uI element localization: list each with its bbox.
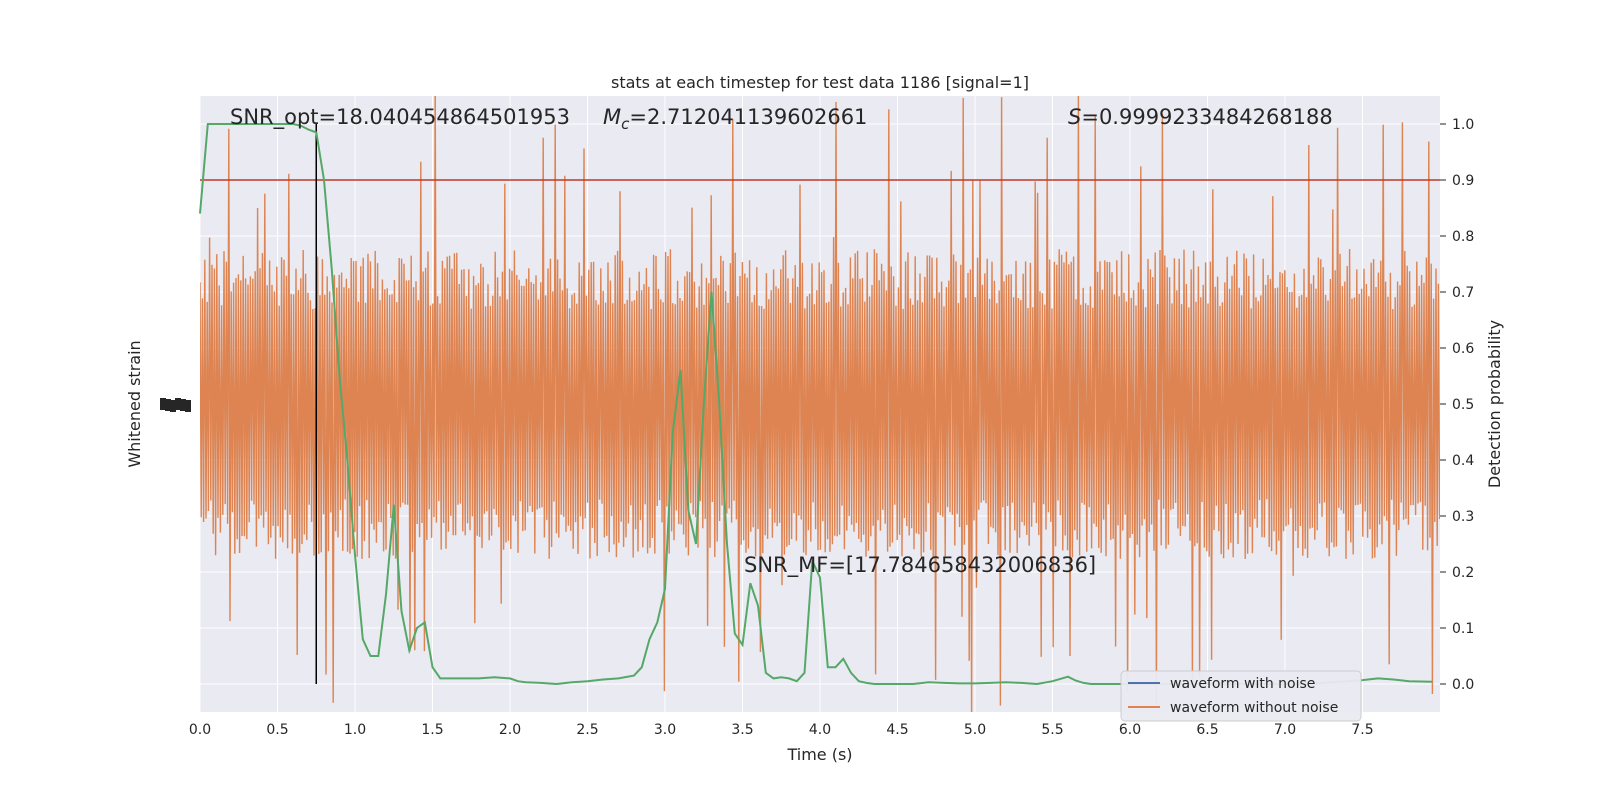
legend: waveform with noise waveform without noi… (1120, 670, 1362, 722)
left-axis-ticks (160, 398, 191, 412)
right-tick-label-10: 1.0 (1452, 117, 1474, 133)
right-tick-label-6: 0.6 (1452, 341, 1474, 357)
chirp-mass-symbol: M (603, 105, 621, 129)
snr-mf-annotation: SNR_MF=[17.784658432006836] (744, 553, 1096, 578)
right-tick-label-2: 0.2 (1452, 565, 1474, 581)
right-tick-label-3: 0.3 (1452, 509, 1474, 525)
right-axis-label: Detection probability (1485, 320, 1504, 488)
x-tick-label-0: 0.0 (189, 722, 211, 738)
legend-box (1120, 670, 1362, 722)
x-tick-label-9: 4.5 (886, 722, 908, 738)
left-tick-mark-0 (160, 398, 166, 410)
x-tick-label-7: 3.5 (731, 722, 753, 738)
legend-label-without-noise: waveform without noise (1170, 700, 1338, 716)
x-tick-label-11: 5.5 (1041, 722, 1063, 738)
waveform-without-noise-line (200, 96, 1440, 712)
right-tick-label-7: 0.7 (1452, 285, 1474, 301)
x-axis-ticks: 0.0 0.5 1.0 1.5 2.0 2.5 3.0 3.5 4.0 4.5 5.0 5.5 6.0 6… (189, 722, 1374, 738)
statistic-annotation: S=0.9999233484268188 (1068, 105, 1333, 129)
left-tick-mark-3 (175, 398, 181, 410)
snr-opt-annotation: SNR_opt=18.040454864501953 (230, 105, 570, 130)
right-tick-label-4: 0.4 (1452, 453, 1474, 469)
chirp-mass-subscript: c (621, 115, 630, 133)
x-tick-label-10: 5.0 (964, 722, 986, 738)
x-tick-label-14: 7.0 (1274, 722, 1296, 738)
x-axis-label: Time (s) (786, 745, 852, 764)
left-axis-label: Whitened strain (125, 340, 144, 467)
right-tick-label-8: 0.8 (1452, 229, 1474, 245)
x-tick-label-15: 7.5 (1351, 722, 1373, 738)
x-tick-label-5: 2.5 (576, 722, 598, 738)
left-tick-mark-4 (180, 399, 186, 411)
statistic-value: =0.9999233484268188 (1081, 105, 1332, 129)
x-tick-label-6: 3.0 (654, 722, 676, 738)
x-tick-label-12: 6.0 (1119, 722, 1141, 738)
x-tick-label-4: 2.0 (499, 722, 521, 738)
x-tick-label-13: 6.5 (1196, 722, 1218, 738)
chirp-mass-annotation: Mc=2.712041139602661 (603, 105, 867, 133)
left-tick-mark-1 (165, 399, 171, 411)
chirp-mass-value: =2.712041139602661 (629, 105, 867, 129)
chart-title: stats at each timestep for test data 118… (611, 73, 1029, 92)
left-tick-mark-2 (170, 400, 176, 412)
x-tick-label-8: 4.0 (809, 722, 831, 738)
statistic-symbol: S (1068, 105, 1081, 129)
right-tick-label-5: 0.5 (1452, 397, 1474, 413)
x-tick-label-2: 1.0 (344, 722, 366, 738)
right-tick-label-1: 0.1 (1452, 621, 1474, 637)
legend-label-with-noise: waveform with noise (1170, 676, 1315, 692)
left-tick-mark-5 (185, 400, 191, 412)
x-tick-label-3: 1.5 (421, 722, 443, 738)
x-tick-label-1: 0.5 (266, 722, 288, 738)
right-axis-ticks: 0.0 0.1 0.2 0.3 0.4 0.5 0.6 0.7 0.8 0.9 1.0 (1440, 117, 1474, 693)
right-tick-label-9: 0.9 (1452, 173, 1474, 189)
right-tick-label-0: 0.0 (1452, 677, 1474, 693)
waveform-without-noise-series (200, 96, 1440, 712)
